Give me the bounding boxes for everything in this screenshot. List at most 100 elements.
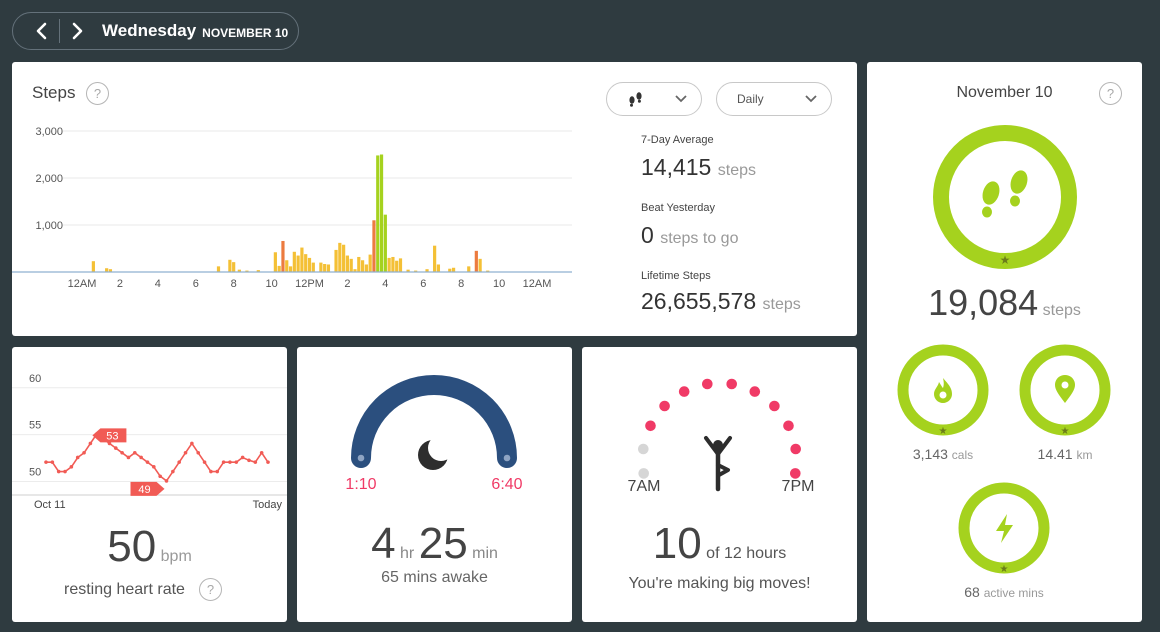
steps-title: Steps [32,83,76,102]
heart-rate-point [107,441,112,446]
sleep-arc-track [351,375,517,468]
heart-rate-point [171,469,175,474]
heart-rate-point [158,474,162,479]
step-bar [364,264,368,272]
x-tick-label: 10 [493,278,505,290]
step-bar [296,255,300,272]
hourly-start-label: 7AM [628,478,661,495]
metric-selector[interactable] [606,82,702,116]
sleep-minutes-unit: min [472,545,498,562]
heart-rate-point [228,460,232,464]
hourly-message: You're making big moves! [628,575,811,592]
heart-rate-point [56,469,61,474]
step-bar [474,250,478,272]
step-bar [353,269,357,272]
step-bar [281,240,285,272]
step-bar [368,254,372,272]
heart-rate-point [63,469,67,474]
active-minutes-ring-track [958,482,1050,574]
step-bar [304,254,308,272]
sleep-end-time: 6:40 [491,476,522,493]
step-bar [285,260,289,272]
step-bar [338,242,342,272]
hourly-activity-card[interactable]: 7AM 7PM 10 of 12 hours You're making big… [582,347,857,622]
steps-ring[interactable]: ★ [925,120,1085,280]
hour-dot-met [783,420,794,432]
heart-rate-label-row: resting heart rate ? [64,578,222,601]
lifetime-steps-label: Lifetime Steps [641,270,711,282]
x-tick-label: 2 [344,278,350,290]
today-date: November 10 [956,84,1053,101]
seven-day-average-unit: steps [717,162,756,179]
step-bar [288,266,293,272]
step-bar [228,259,232,272]
min-heart-rate-label: 49 [138,484,150,496]
flame-icon [934,378,952,403]
sleep-minutes: 25 [418,519,468,568]
step-bar [372,220,376,272]
heart-rate-point [253,460,258,464]
heart-rate-point [183,450,188,455]
step-bar [273,252,277,272]
hourly-value: 10 [652,519,702,568]
step-bar [448,268,452,272]
heart-rate-point [202,460,207,464]
sleep-card[interactable]: 1:10 6:40 4 hr 25 min 65 mins awake [297,347,572,622]
x-tick-label: 6 [420,278,426,290]
step-bar [478,258,482,272]
step-bar [256,270,260,272]
step-bar [360,260,365,272]
max-heart-rate-label: 53 [106,430,118,442]
x-tick-label: 8 [458,278,464,290]
x-end-label: Today [253,499,283,511]
date-navigator: Wednesday NOVEMBER 10 [12,12,299,50]
x-tick-label: 10 [265,278,277,290]
period-selector[interactable]: Daily [716,82,832,116]
x-tick-label: 8 [231,278,237,290]
next-day-button[interactable] [64,13,92,49]
distance-ring[interactable]: ★ [1017,342,1113,438]
moon-icon [418,435,454,470]
previous-day-button[interactable] [27,13,55,49]
heart-rate-card[interactable]: 50 55 60 53 49 Oct 11 Today 50 bpm resting hea… [12,347,287,622]
step-bar [237,269,241,272]
chevron-down-icon [675,95,687,103]
x-tick-label: 6 [193,278,199,290]
footsteps-icon [629,92,642,107]
heart-rate-point [177,460,181,464]
today-steps-value: 19,084 steps [867,282,1142,324]
step-bar [311,262,315,272]
step-bar [91,261,95,272]
step-bar [326,264,331,272]
step-bar [406,269,410,272]
active-minutes-ring[interactable]: ★ [956,480,1052,576]
today-steps-unit: steps [1042,302,1081,319]
heart-rate-point [126,455,131,460]
step-bar [391,256,395,272]
sleep-start-time: 1:10 [345,476,376,493]
step-bar [414,270,418,272]
hour-dot-met [702,378,713,390]
hourly-end-label: 7PM [782,478,815,495]
x-tick-label: 2 [117,278,123,290]
hour-dot-met [645,420,656,432]
heart-rate-point [139,455,143,460]
chevron-left-icon [36,22,47,40]
x-tick-label: 12PM [295,278,324,290]
step-bar [216,266,221,272]
goal-star-icon: ★ [1061,426,1070,437]
help-icon[interactable]: ? [1099,82,1122,105]
heart-rate-label: resting heart rate [64,580,185,598]
hour-dot-met [790,468,801,479]
heart-rate-chart: 50 55 60 53 49 Oct 11 Today [12,373,287,511]
heart-rate-point [133,450,137,455]
help-icon[interactable]: ? [86,82,109,105]
steps-card: Steps ? 1,000 2,000 3,000 12AM 2 4 6 8 10 12PM 2 4 6… [12,62,857,336]
calories-ring[interactable]: ★ [895,342,991,438]
help-icon[interactable]: ? [198,578,222,601]
distance-value: 14.41 [1037,446,1073,462]
resting-heart-rate-value: 50 bpm [12,522,287,572]
goal-star-icon: ★ [1000,253,1011,267]
heart-rate-point [75,455,80,460]
today-steps-number: 19,084 [928,282,1039,323]
